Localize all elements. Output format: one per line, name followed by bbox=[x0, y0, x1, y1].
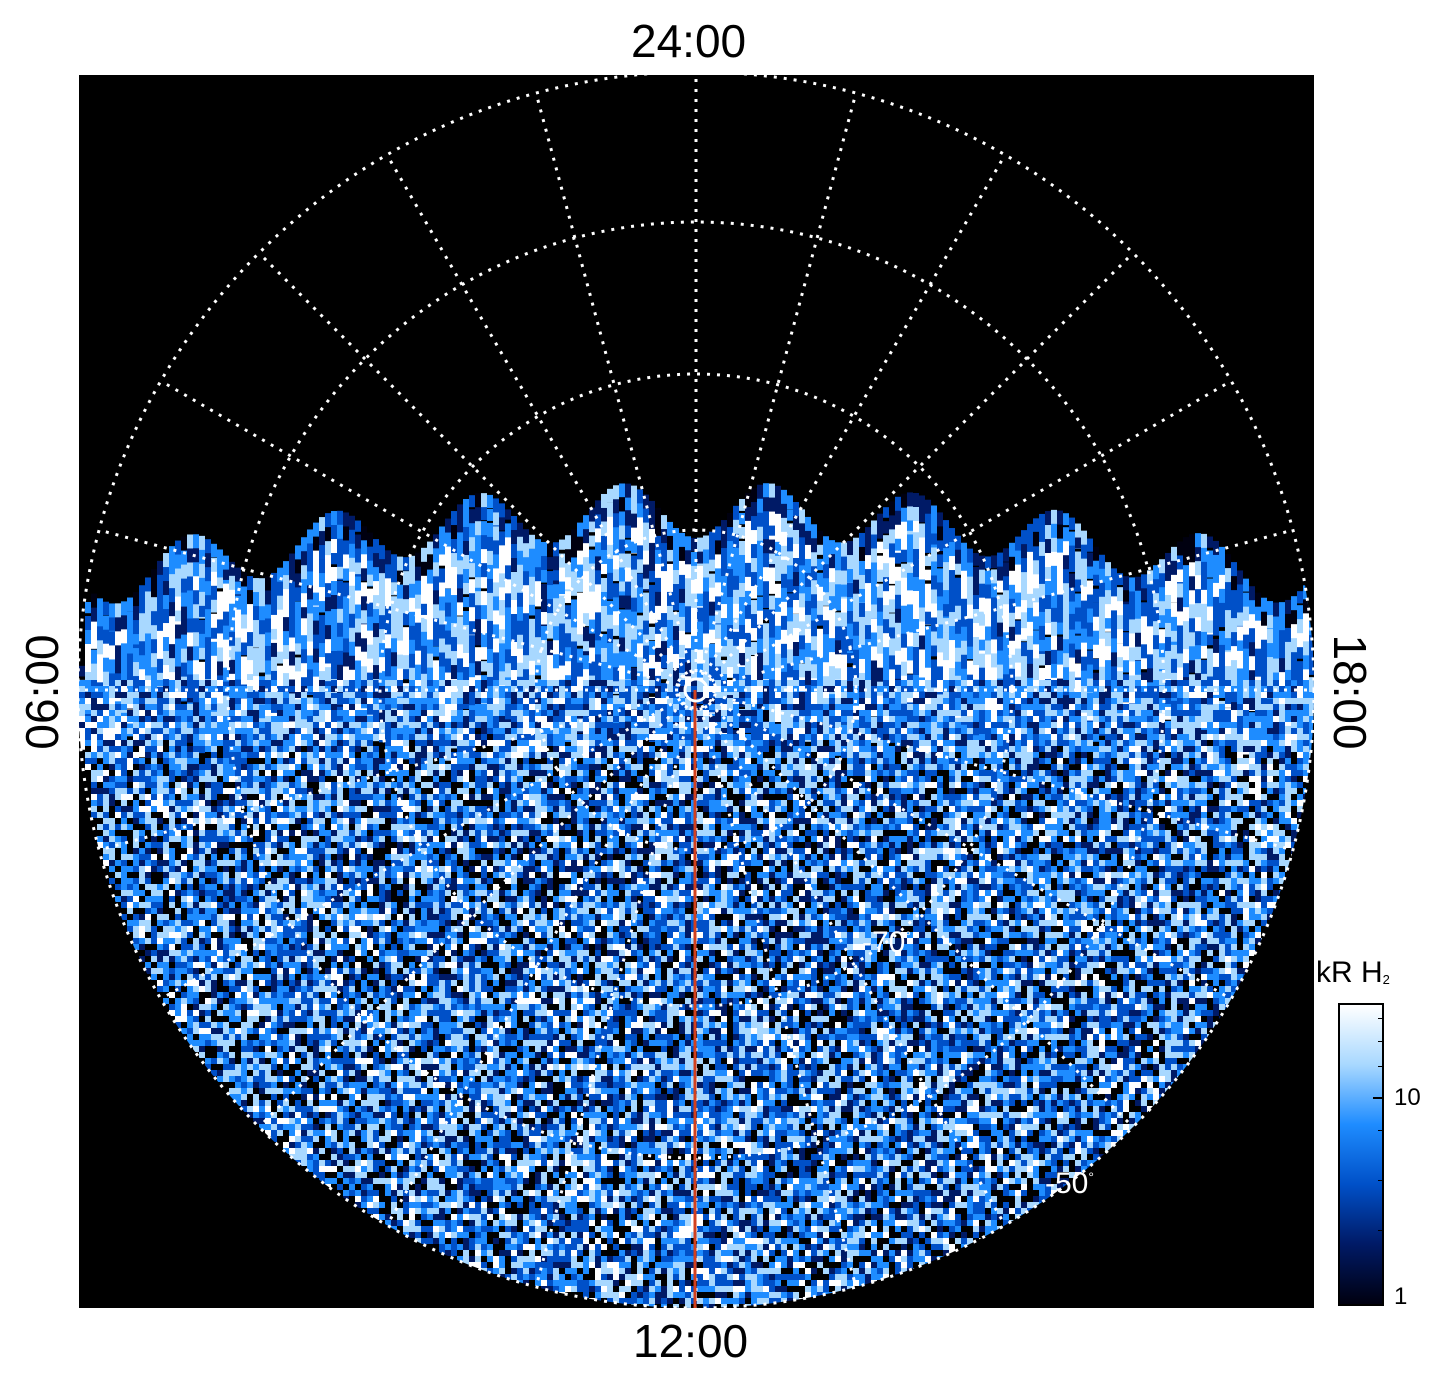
emission-cells bbox=[79, 483, 1314, 1308]
colorbar-tick-label: 1 bbox=[1394, 1283, 1408, 1310]
time-label-midnight: 24:00 bbox=[631, 15, 747, 67]
colorbar bbox=[1338, 1003, 1384, 1306]
colorbar-minor-tick bbox=[1378, 1180, 1384, 1181]
auroral-intensity-map bbox=[79, 75, 1314, 1308]
colorbar-title: kR H2 bbox=[1316, 956, 1390, 989]
time-label-dawn: 06:00 bbox=[16, 634, 68, 750]
time-label-noon: 12:00 bbox=[633, 1315, 749, 1367]
colorbar-minor-tick bbox=[1378, 1066, 1384, 1067]
colorbar-minor-tick bbox=[1378, 1130, 1384, 1131]
colorbar-minor-tick bbox=[1378, 1018, 1384, 1019]
time-label-dusk: 18:00 bbox=[1324, 634, 1376, 750]
lat-lon-grid bbox=[79, 75, 1314, 1308]
colorbar-major-tick bbox=[1373, 1097, 1384, 1099]
latitude-label-50: -50° bbox=[1045, 1167, 1094, 1200]
colorbar-tick-label: 10 bbox=[1394, 1084, 1421, 1111]
polar-projection-plot bbox=[79, 75, 1314, 1308]
colorbar-minor-tick bbox=[1378, 1041, 1384, 1042]
latitude-label-70: -70° bbox=[862, 926, 911, 959]
pole-marker bbox=[683, 677, 709, 703]
colorbar-minor-tick bbox=[1378, 1230, 1384, 1231]
